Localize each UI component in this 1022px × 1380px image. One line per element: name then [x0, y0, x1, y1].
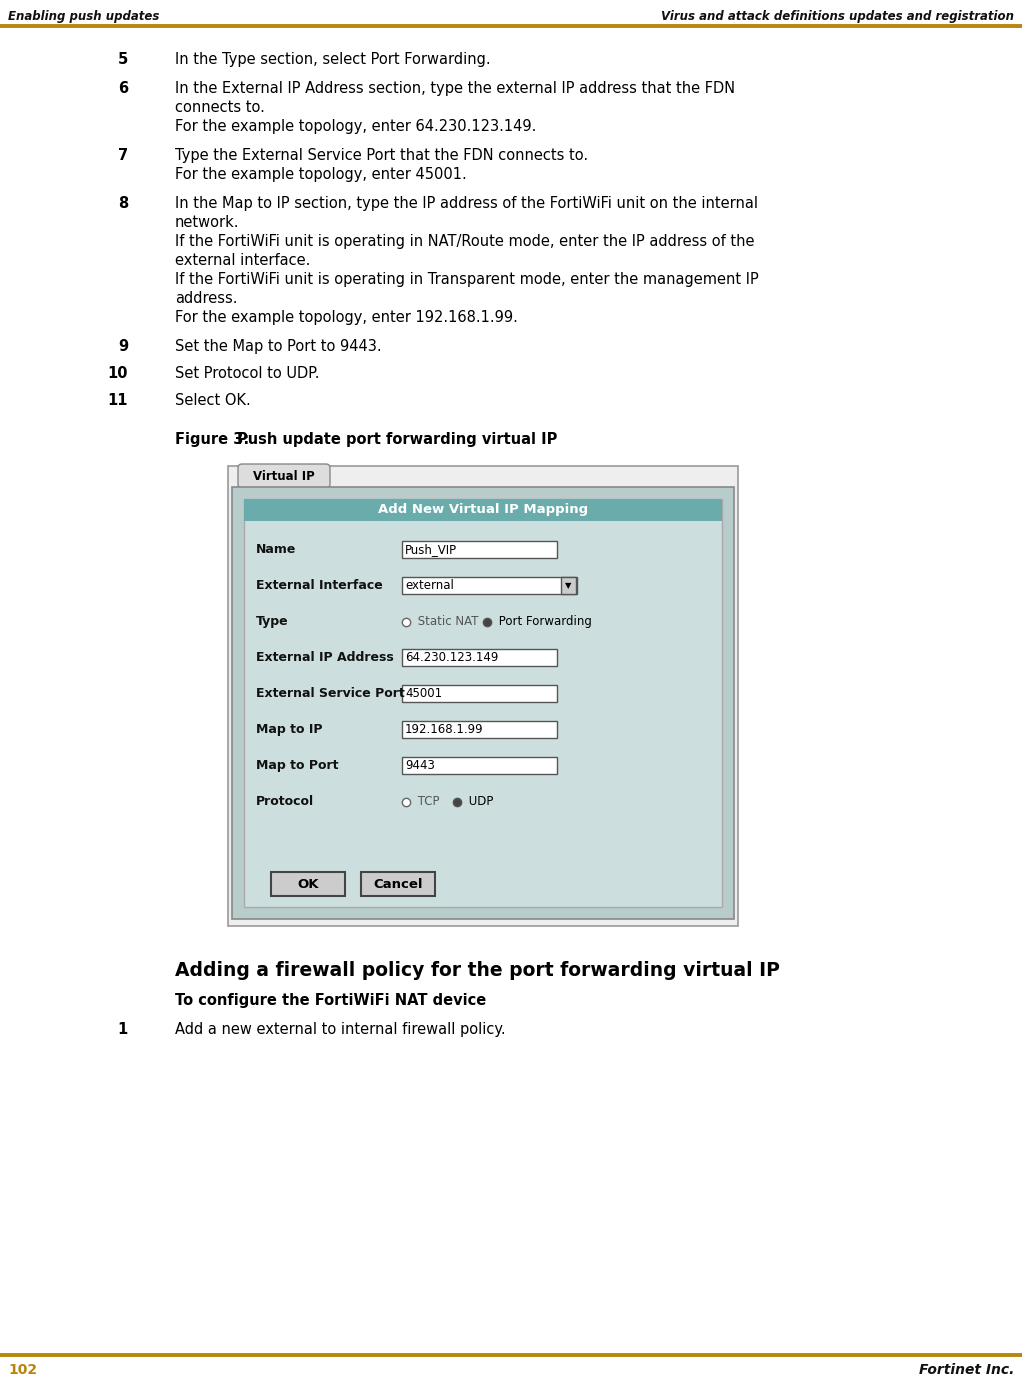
Text: Protocol: Protocol	[256, 795, 314, 809]
Text: If the FortiWiFi unit is operating in NAT/Route mode, enter the IP address of th: If the FortiWiFi unit is operating in NA…	[175, 235, 754, 248]
Text: network.: network.	[175, 215, 239, 230]
Text: 192.168.1.99: 192.168.1.99	[405, 723, 483, 736]
Text: Add New Virtual IP Mapping: Add New Virtual IP Mapping	[378, 504, 588, 516]
Text: UDP: UDP	[465, 795, 494, 809]
Text: External IP Address: External IP Address	[256, 651, 393, 664]
Text: Set the Map to Port to 9443.: Set the Map to Port to 9443.	[175, 339, 381, 355]
Text: address.: address.	[175, 291, 237, 306]
Text: 9443: 9443	[405, 759, 435, 771]
Text: external: external	[405, 580, 454, 592]
Text: For the example topology, enter 192.168.1.99.: For the example topology, enter 192.168.…	[175, 310, 518, 326]
Text: 45001: 45001	[405, 687, 443, 700]
Text: Figure 3:: Figure 3:	[175, 432, 249, 447]
Text: External Interface: External Interface	[256, 580, 383, 592]
Text: To configure the FortiWiFi NAT device: To configure the FortiWiFi NAT device	[175, 994, 486, 1007]
Text: Map to IP: Map to IP	[256, 723, 323, 736]
Text: If the FortiWiFi unit is operating in Transparent mode, enter the management IP: If the FortiWiFi unit is operating in Tr…	[175, 272, 758, 287]
Text: 64.230.123.149: 64.230.123.149	[405, 651, 499, 664]
FancyBboxPatch shape	[361, 872, 435, 896]
Text: Type: Type	[256, 615, 288, 628]
FancyBboxPatch shape	[402, 577, 577, 593]
Text: Virtual IP: Virtual IP	[253, 469, 315, 483]
Text: 9: 9	[118, 339, 128, 355]
Text: Push update port forwarding virtual IP: Push update port forwarding virtual IP	[237, 432, 557, 447]
Text: In the Map to IP section, type the IP address of the FortiWiFi unit on the inter: In the Map to IP section, type the IP ad…	[175, 196, 758, 211]
Text: Select OK.: Select OK.	[175, 393, 250, 408]
Text: Enabling push updates: Enabling push updates	[8, 10, 159, 23]
Text: OK: OK	[297, 878, 319, 890]
Text: Push_VIP: Push_VIP	[405, 542, 457, 556]
Text: 102: 102	[8, 1363, 37, 1377]
Text: Static NAT: Static NAT	[414, 615, 478, 628]
FancyBboxPatch shape	[402, 758, 557, 774]
FancyBboxPatch shape	[238, 464, 330, 489]
Text: 7: 7	[118, 148, 128, 163]
Text: Type the External Service Port that the FDN connects to.: Type the External Service Port that the …	[175, 148, 588, 163]
Text: external interface.: external interface.	[175, 253, 311, 268]
Text: TCP: TCP	[414, 795, 439, 809]
Text: Name: Name	[256, 542, 296, 556]
Text: 11: 11	[107, 393, 128, 408]
Text: External Service Port: External Service Port	[256, 687, 405, 700]
Text: ▼: ▼	[565, 581, 571, 591]
Text: Adding a firewall policy for the port forwarding virtual IP: Adding a firewall policy for the port fo…	[175, 960, 780, 980]
Text: 1: 1	[118, 1023, 128, 1036]
Text: 8: 8	[118, 196, 128, 211]
Text: Port Forwarding: Port Forwarding	[495, 615, 592, 628]
Text: 10: 10	[107, 366, 128, 381]
FancyBboxPatch shape	[402, 649, 557, 667]
Text: Set Protocol to UDP.: Set Protocol to UDP.	[175, 366, 320, 381]
FancyBboxPatch shape	[561, 577, 576, 593]
Text: For the example topology, enter 45001.: For the example topology, enter 45001.	[175, 167, 467, 182]
FancyBboxPatch shape	[244, 500, 722, 907]
Text: Virus and attack definitions updates and registration: Virus and attack definitions updates and…	[661, 10, 1014, 23]
FancyBboxPatch shape	[402, 541, 557, 558]
Text: Fortinet Inc.: Fortinet Inc.	[919, 1363, 1014, 1377]
Text: Add a new external to internal firewall policy.: Add a new external to internal firewall …	[175, 1023, 506, 1036]
FancyBboxPatch shape	[232, 487, 734, 919]
Text: In the Type section, select Port Forwarding.: In the Type section, select Port Forward…	[175, 52, 491, 68]
Text: Cancel: Cancel	[373, 878, 423, 890]
Text: connects to.: connects to.	[175, 99, 265, 115]
Text: 6: 6	[118, 81, 128, 97]
Text: In the External IP Address section, type the external IP address that the FDN: In the External IP Address section, type…	[175, 81, 735, 97]
FancyBboxPatch shape	[228, 466, 738, 926]
FancyBboxPatch shape	[244, 500, 722, 522]
FancyBboxPatch shape	[402, 684, 557, 702]
FancyBboxPatch shape	[271, 872, 345, 896]
Text: For the example topology, enter 64.230.123.149.: For the example topology, enter 64.230.1…	[175, 119, 537, 134]
Text: 5: 5	[118, 52, 128, 68]
FancyBboxPatch shape	[402, 720, 557, 738]
Text: Map to Port: Map to Port	[256, 759, 338, 771]
